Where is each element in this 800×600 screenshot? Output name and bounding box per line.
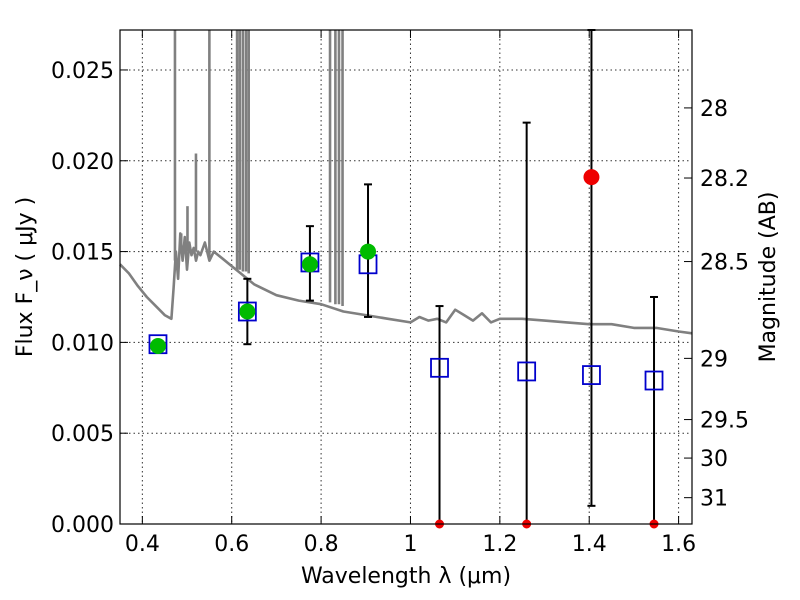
x-tick-label: 1.4 xyxy=(572,532,607,557)
x-tick-label: 0.8 xyxy=(304,532,339,557)
data-markers xyxy=(148,169,664,529)
observed-flux-point xyxy=(239,303,256,320)
y-right-axis-label: Magnitude (AB) xyxy=(756,192,781,363)
x-axis-label: Wavelength λ (μm) xyxy=(301,564,511,589)
upper-limit-point xyxy=(583,169,600,186)
model-flux-square xyxy=(582,365,601,385)
continuum-line xyxy=(119,232,693,335)
mag-tick-label: 31 xyxy=(700,487,728,512)
axis-ticks: 0.4 0.6 0.8 1 1.2 1.4 1.6 0.000 0.005 0.010 0.015 0… xyxy=(51,30,749,557)
model-spectrum xyxy=(119,30,693,335)
y-axis-label: Flux F_ν ( μJy ) xyxy=(13,197,38,357)
mag-tick-label: 28.5 xyxy=(700,251,749,276)
model-flux-square xyxy=(517,361,537,382)
y-tick-label: 0.020 xyxy=(51,150,114,175)
model-flux-square xyxy=(644,370,664,391)
mag-tick-label: 28.2 xyxy=(700,167,749,192)
plot-frame xyxy=(119,29,693,525)
x-tick-label: 1 xyxy=(403,532,417,557)
y-tick-label: 0.015 xyxy=(51,241,114,266)
mag-tick-label: 29.5 xyxy=(700,409,749,434)
model-flux-square xyxy=(430,357,449,378)
y-tick-label: 0.025 xyxy=(51,59,114,84)
mag-tick-label: 30 xyxy=(700,447,728,472)
y-tick-label: 0.010 xyxy=(51,331,114,356)
y-tick-label: 0.000 xyxy=(51,513,114,538)
error-bars xyxy=(243,29,659,524)
mag-tick-label: 29 xyxy=(700,347,728,372)
x-tick-label: 1.2 xyxy=(482,532,517,557)
x-tick-label: 0.4 xyxy=(125,532,160,557)
x-tick-label: 1.6 xyxy=(661,532,696,557)
observed-flux-point xyxy=(149,338,166,355)
observed-flux-point xyxy=(301,256,318,273)
observed-flux-point xyxy=(360,243,377,260)
grid xyxy=(120,30,692,524)
x-tick-label: 0.6 xyxy=(214,532,249,557)
mag-tick-label: 28 xyxy=(700,97,728,122)
model-flux-square xyxy=(237,301,257,322)
y-tick-label: 0.005 xyxy=(51,422,114,447)
